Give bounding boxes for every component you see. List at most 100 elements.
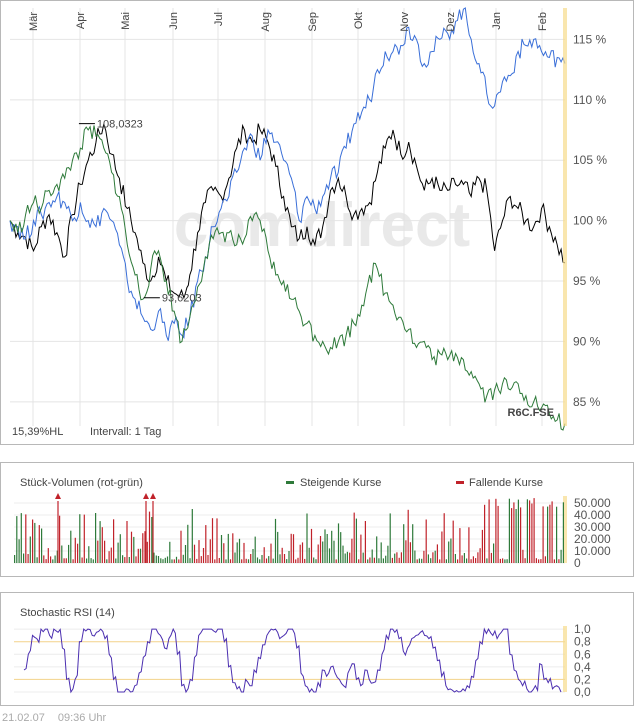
volume-bar: [265, 558, 268, 563]
volume-bar: [200, 556, 202, 563]
volume-bar: [416, 559, 418, 563]
volume-bar: [522, 549, 524, 563]
volume-bar: [95, 513, 97, 563]
volume-bar: [279, 554, 281, 563]
volume-bar: [301, 542, 304, 563]
price-series-group: [9, 7, 566, 431]
month-label: Mär: [28, 12, 40, 31]
volume-bar: [551, 501, 553, 563]
volume-bar: [427, 554, 429, 563]
rsi-line: [23, 627, 562, 694]
price-labels: 115 % 110 % 105 % 100 % 95 % 90 % 85 % Mär Apr Ma…: [28, 12, 607, 409]
volume-bar: [18, 539, 20, 563]
volume-bar: [65, 558, 67, 563]
volume-bar: [50, 556, 52, 563]
volume-bar: [283, 554, 286, 563]
volume-bar: [290, 533, 292, 563]
volume-bar: [466, 558, 468, 563]
volume-bar: [493, 543, 495, 563]
rsi-y-tick: 0,2: [574, 672, 591, 686]
volume-bar: [106, 559, 108, 563]
volume-bar: [324, 529, 326, 563]
volume-bar: [261, 555, 263, 563]
volume-bar: [450, 538, 452, 563]
volume-bar: [387, 545, 389, 563]
legend-falling-label: Fallende Kurse: [469, 477, 543, 489]
volume-bar: [297, 557, 299, 563]
footer-date: 21.02.07: [2, 712, 45, 724]
volume-bar: [250, 554, 252, 563]
volume-bar: [448, 541, 450, 563]
volume-bar: [299, 544, 301, 563]
volume-bar: [371, 549, 373, 563]
volume-bar: [166, 556, 169, 563]
volume-bar: [396, 552, 398, 563]
volume-bar: [517, 499, 519, 563]
volume-bar: [409, 542, 411, 563]
volume-bar: [499, 558, 501, 563]
volume-bar: [407, 509, 409, 563]
month-label: Apr: [75, 12, 87, 29]
volume-bar: [81, 557, 83, 563]
volume-bar: [173, 559, 175, 563]
volume-bar: [295, 559, 297, 563]
month-label: Nov: [399, 12, 411, 32]
volume-bar: [315, 559, 317, 563]
volume-bar: [155, 555, 157, 563]
volume-bar: [355, 518, 357, 563]
symbol-label: R6C.FSE: [508, 407, 554, 419]
volume-bar: [144, 531, 146, 563]
volume-bar: [382, 558, 384, 563]
volume-y-tick: 0: [574, 556, 581, 570]
volume-bar: [193, 544, 196, 563]
volume-title: Stück-Volumen (rot-grün): [20, 477, 143, 489]
footer-time: 09:36 Uhr: [57, 712, 107, 724]
volume-bar: [119, 534, 121, 563]
month-label: Dez: [445, 12, 457, 32]
volume-bar: [115, 558, 117, 563]
volume-bar: [326, 534, 328, 563]
volume-bar: [124, 557, 126, 563]
volume-bar: [412, 524, 414, 563]
volume-bar: [214, 559, 216, 563]
volume-bar: [142, 533, 144, 563]
volume-bar: [32, 519, 34, 563]
volume-bar: [360, 534, 362, 563]
rsi-grid: [14, 628, 565, 693]
volume-bar: [164, 557, 166, 563]
volume-bar: [259, 559, 261, 563]
volume-bar: [151, 517, 153, 563]
volume-bar: [389, 513, 391, 563]
volume-y-tick: 10.000: [574, 544, 611, 558]
volume-bar: [47, 548, 49, 563]
volume-bar: [349, 552, 351, 563]
volume-bar: [439, 559, 441, 563]
volume-bar: [54, 555, 56, 563]
volume-bar: [317, 544, 319, 563]
month-label: Okt: [353, 12, 365, 29]
annotation-label: 93,6203: [162, 293, 202, 305]
month-label: Jan: [491, 12, 503, 30]
volume-bar: [256, 557, 259, 563]
volume-bar: [470, 559, 472, 563]
volume-bar: [556, 506, 558, 563]
volume-bar: [391, 557, 393, 563]
volume-bar: [202, 548, 205, 563]
volume-bar: [238, 538, 241, 563]
volume-bar: [270, 543, 272, 563]
volume-bars: [14, 493, 564, 563]
volume-bar: [322, 541, 324, 563]
volume-bar: [110, 547, 112, 563]
volume-bar: [547, 506, 549, 563]
volume-bar: [457, 559, 459, 563]
volume-bar: [484, 504, 486, 563]
volume-bar: [83, 514, 85, 563]
price-series-line: [9, 123, 566, 300]
volume-bar: [421, 558, 423, 563]
volume-bar: [72, 559, 74, 563]
volume-bar: [160, 558, 162, 563]
volume-bar: [513, 502, 515, 563]
volume-bar: [441, 531, 443, 563]
volume-bar: [148, 511, 151, 563]
